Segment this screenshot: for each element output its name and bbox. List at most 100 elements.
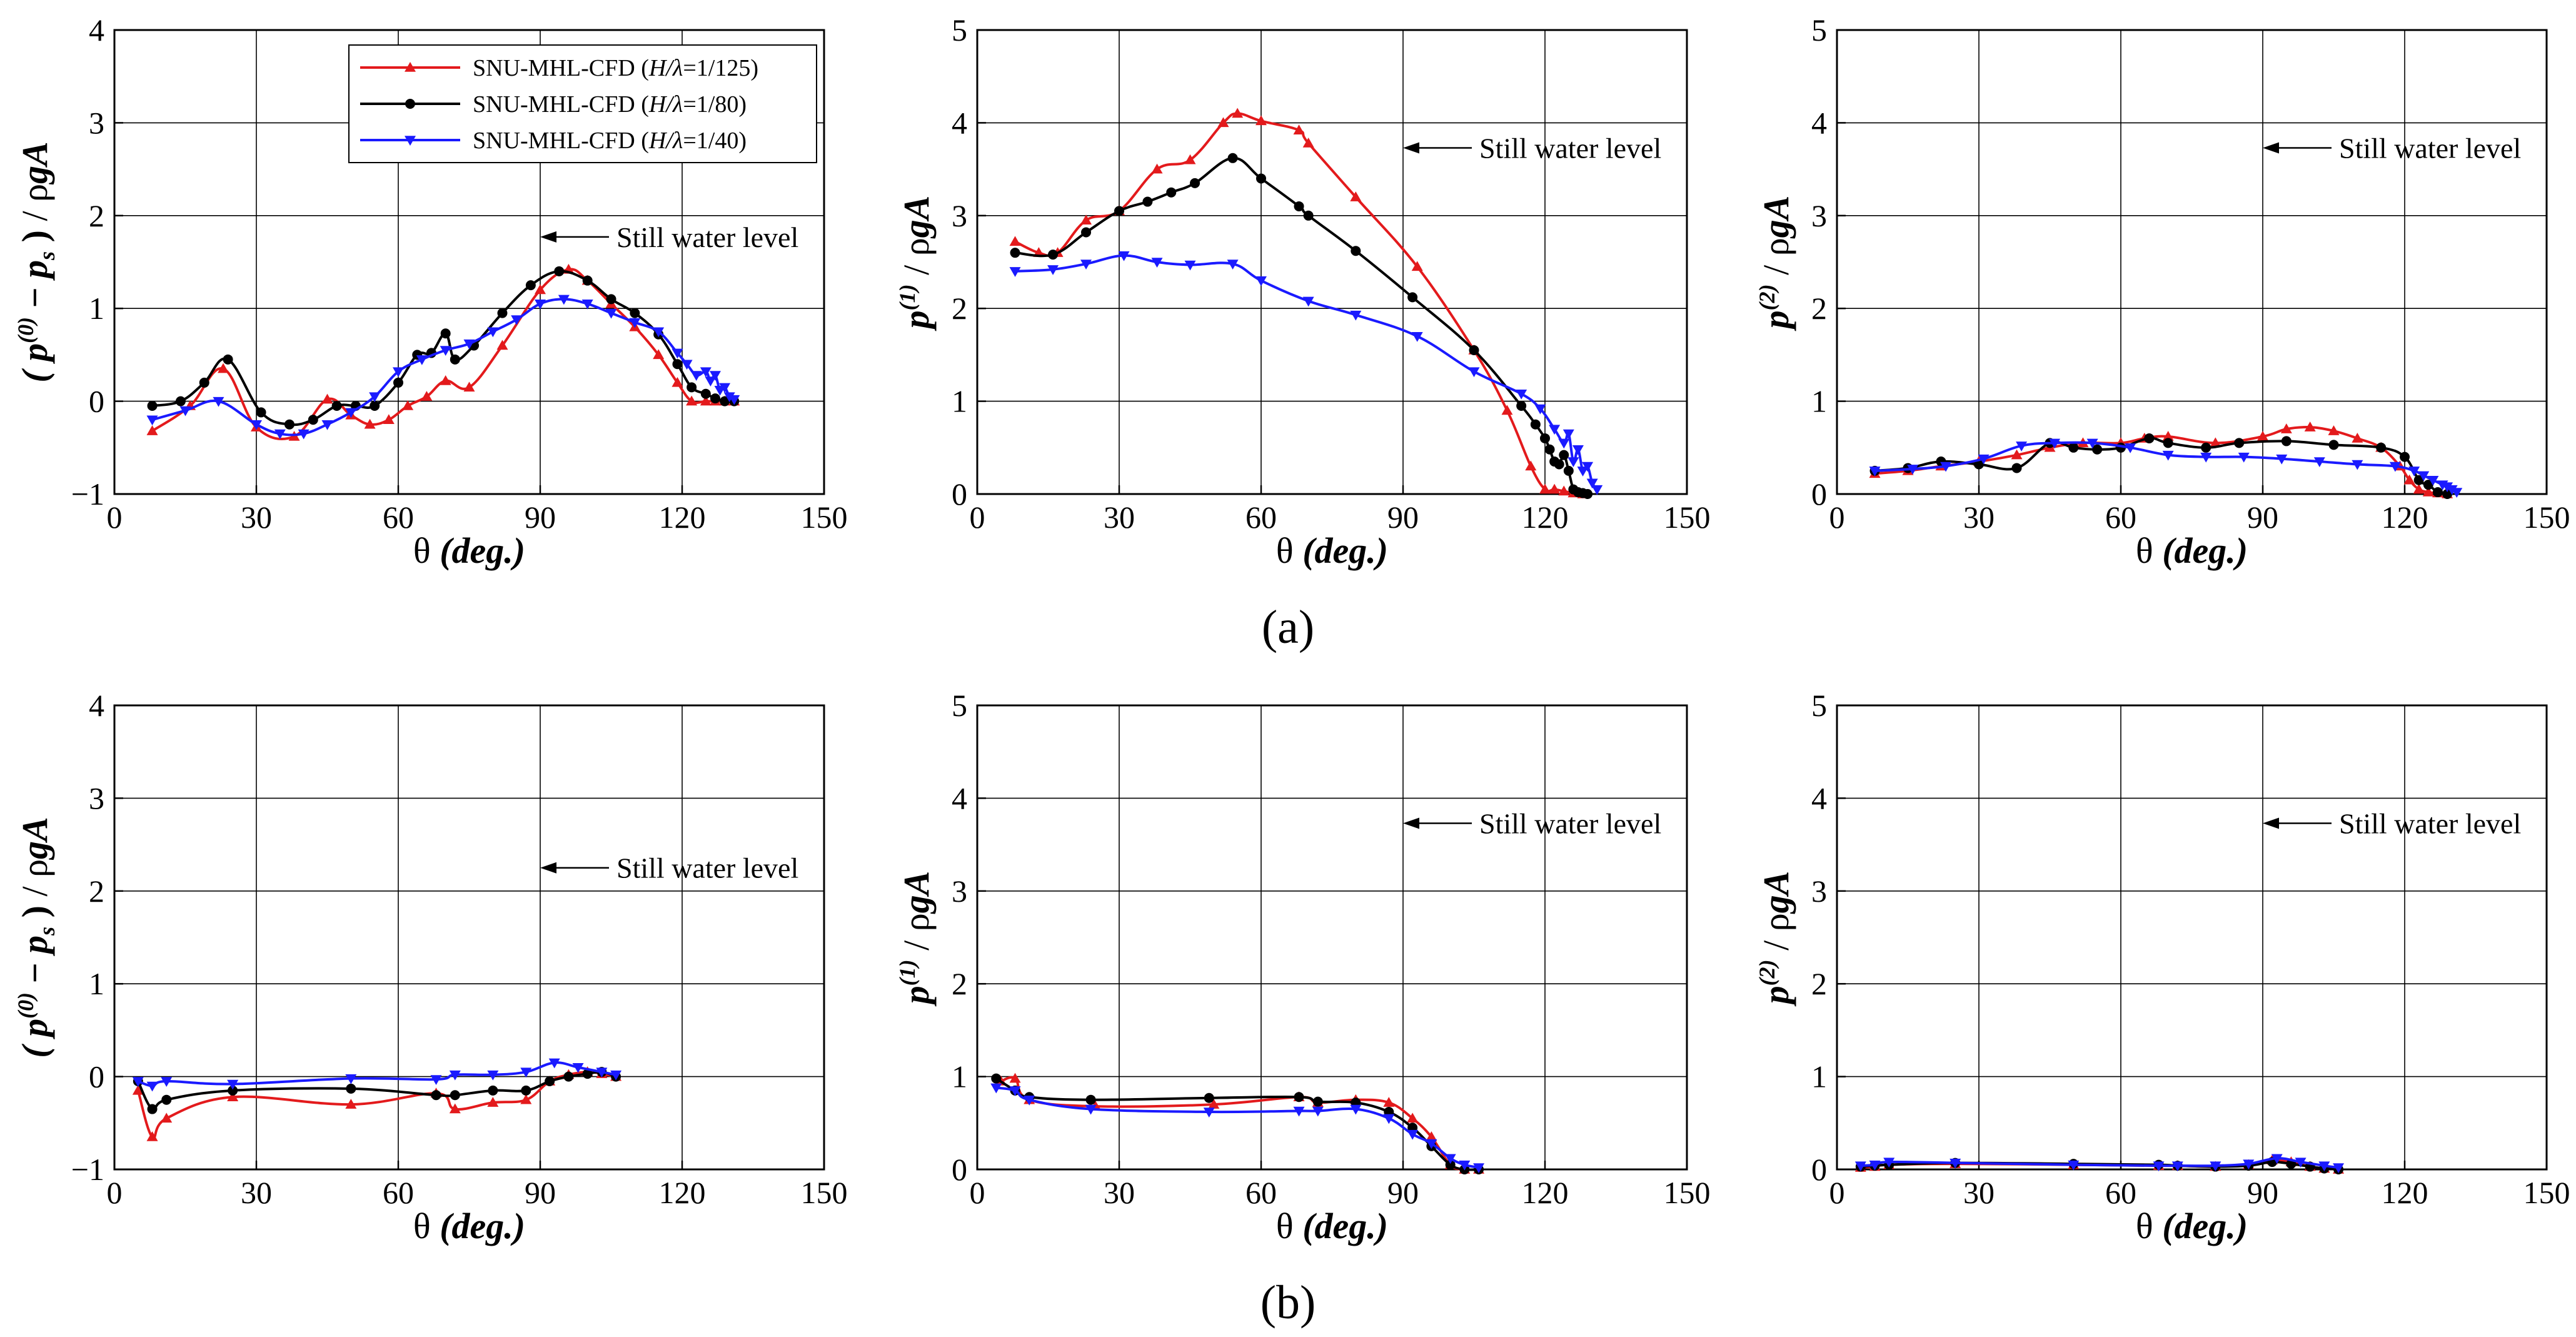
data-point: [1118, 251, 1130, 261]
data-point: [700, 388, 711, 399]
data-point: [1411, 261, 1423, 271]
y-tick-label: 5: [1811, 688, 1827, 723]
y-tick-label: 0: [89, 384, 104, 419]
data-point: [1501, 405, 1513, 415]
data-point: [991, 1073, 1002, 1084]
x-tick-label: 0: [107, 1175, 123, 1210]
data-point: [308, 415, 318, 425]
data-point: [2376, 442, 2387, 453]
data-point: [690, 371, 702, 381]
data-point: [672, 359, 683, 370]
series-2: [991, 1073, 1484, 1174]
data-point: [1586, 478, 1598, 489]
data-point: [1549, 425, 1561, 435]
x-axis-label: θ (deg.): [1276, 1206, 1388, 1246]
y-tick-label: 1: [952, 384, 967, 419]
data-point: [440, 346, 451, 356]
data-point: [1142, 196, 1153, 207]
data-point: [1302, 138, 1314, 148]
data-point: [298, 429, 309, 440]
series-line: [151, 298, 735, 436]
panel-label-a: (a): [1262, 601, 1314, 653]
x-tick-label: 0: [970, 500, 985, 535]
data-point: [450, 1090, 460, 1101]
data-point: [1559, 450, 1569, 460]
data-point: [2403, 474, 2415, 485]
data-point: [175, 396, 186, 406]
series-3: [1009, 251, 1603, 495]
y-tick-label: 3: [1811, 198, 1827, 233]
data-point: [223, 354, 233, 365]
data-point: [2413, 483, 2425, 494]
y-tick-label: 2: [952, 966, 967, 1001]
data-point: [1227, 153, 1238, 163]
data-point: [213, 396, 224, 407]
data-point: [2422, 487, 2434, 497]
y-tick-label: −1: [71, 1152, 104, 1187]
data-point: [2210, 1161, 2221, 1172]
data-point: [1010, 248, 1020, 258]
data-point: [218, 363, 229, 373]
data-point: [1114, 206, 1124, 216]
y-tick-label: 0: [89, 1059, 104, 1094]
series-2: [133, 1067, 621, 1114]
x-tick-label: 60: [383, 500, 414, 535]
y-tick-label: 3: [89, 105, 104, 140]
legend-marker-icon: [405, 136, 416, 146]
annotation-text: Still water level: [616, 221, 798, 253]
data-point: [321, 420, 333, 430]
y-tick-label: 4: [1811, 105, 1827, 140]
data-point: [596, 1067, 608, 1078]
series-line: [1015, 156, 1588, 495]
data-point: [496, 340, 508, 350]
data-point: [345, 1099, 357, 1109]
y-tick-label: 1: [952, 1059, 967, 1094]
data-point: [686, 395, 698, 406]
legend-entry: SNU-MHL-CFD (H/λ=1/40): [473, 128, 747, 154]
data-point: [2408, 467, 2420, 477]
x-tick-label: 90: [525, 1175, 556, 1210]
data-point: [1303, 210, 1314, 221]
data-point: [1426, 1139, 1437, 1149]
data-point: [1468, 367, 1480, 378]
data-point: [1407, 292, 1418, 303]
y-tick-label: 0: [952, 477, 967, 512]
data-point: [331, 401, 342, 411]
data-point: [1227, 260, 1239, 270]
data-point: [346, 1083, 356, 1094]
legend: SNU-MHL-CFD (H/λ=1/125) SNU-MHL-CFD (H/λ=…: [348, 44, 817, 163]
data-point: [161, 1077, 173, 1087]
data-point: [572, 1063, 584, 1073]
data-point: [2427, 475, 2439, 486]
data-point: [2049, 438, 2061, 449]
still-water-level-marker: Still water level: [1403, 132, 1661, 164]
annotation-text: Still water level: [1479, 132, 1661, 164]
data-point: [147, 1104, 158, 1114]
data-point: [1567, 457, 1579, 468]
x-tick-label: 150: [801, 500, 848, 535]
x-tick-label: 120: [659, 1175, 706, 1210]
x-tick-label: 0: [1829, 1175, 1845, 1210]
data-point: [1591, 485, 1603, 495]
data-point: [1048, 250, 1059, 260]
plot-frame: [976, 704, 1688, 1171]
data-point: [2163, 438, 2173, 448]
data-point: [146, 415, 158, 426]
still-water-level-marker: Still water level: [2263, 807, 2521, 839]
series-3: [1869, 438, 2463, 498]
data-point: [2271, 1154, 2283, 1164]
data-point: [321, 393, 333, 404]
data-point: [545, 1076, 555, 1087]
data-point: [364, 418, 376, 429]
data-point: [450, 354, 460, 365]
arrow-head-icon: [1403, 142, 1419, 154]
data-point: [728, 395, 740, 405]
data-point: [581, 300, 593, 310]
series-line: [995, 1077, 1479, 1171]
y-tick-label: 3: [952, 198, 967, 233]
data-point: [629, 318, 641, 328]
data-point: [161, 1112, 173, 1123]
legend-entry: SNU-MHL-CFD (H/λ=1/80): [473, 91, 747, 118]
data-point: [1080, 260, 1092, 270]
data-point: [227, 1091, 239, 1101]
